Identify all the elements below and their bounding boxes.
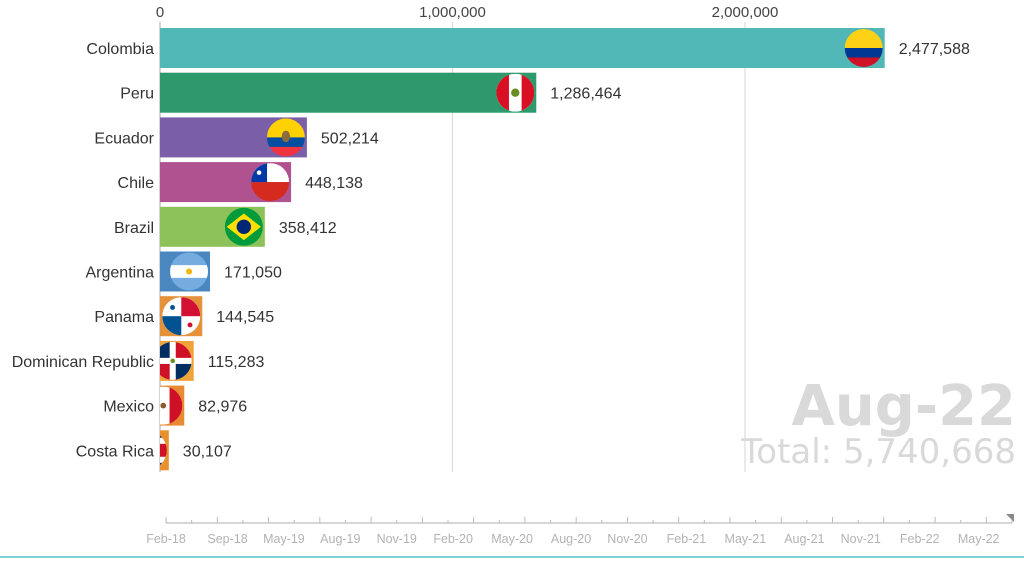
flag-wrap	[251, 163, 290, 202]
bar-row-argentina: Argentina 171,050	[86, 251, 282, 292]
brazil-flag	[224, 207, 263, 246]
dominican-republic-flag	[160, 341, 192, 380]
value-label: 171,050	[224, 265, 282, 282]
timeline-label: Feb-22	[900, 532, 940, 546]
flag-wrap	[170, 252, 209, 291]
x-tick-label: 2,000,000	[712, 4, 779, 21]
x-tick-label: 1,000,000	[419, 4, 486, 21]
panama-flag	[162, 297, 201, 336]
bar-row-dominican-republic: Dominican Republic 115,283	[12, 340, 265, 381]
value-label: 30,107	[183, 443, 232, 460]
timeline-label: Nov-19	[377, 532, 417, 546]
timeline-label: Feb-18	[146, 532, 186, 546]
bar	[160, 28, 885, 68]
category-label: Argentina	[86, 265, 155, 282]
category-label: Brazil	[114, 220, 154, 237]
mexico-flag	[160, 386, 183, 425]
bar-row-colombia: Colombia 2,477,588	[86, 28, 970, 68]
argentina-flag	[170, 252, 209, 291]
timeline-label: May-19	[263, 532, 305, 546]
category-label: Costa Rica	[76, 443, 154, 460]
category-label: Colombia	[86, 41, 154, 58]
bar-row-peru: Peru 1,286,464	[120, 72, 622, 113]
bar-row-panama: Panama 144,545	[94, 296, 274, 337]
category-label: Mexico	[103, 399, 154, 416]
ecuador-flag	[266, 118, 305, 157]
category-label: Peru	[120, 86, 154, 103]
value-label: 115,283	[208, 354, 265, 371]
value-label: 144,545	[216, 309, 274, 326]
current-date-label: Aug-22	[791, 374, 1016, 439]
bar	[160, 72, 537, 113]
bottom-divider	[0, 556, 1024, 558]
timeline[interactable]: Feb-18 Sep-18 May-19 Aug-19 Nov-19 Feb-20 May-…	[146, 514, 1014, 546]
value-label: 2,477,588	[899, 41, 970, 58]
flag-wrap	[160, 341, 192, 380]
value-label: 358,412	[279, 220, 337, 237]
colombia-flag	[844, 29, 883, 67]
flag-wrap	[844, 29, 883, 67]
flag-wrap	[266, 118, 305, 157]
timeline-handle[interactable]	[1006, 514, 1014, 522]
flag-wrap	[496, 73, 535, 112]
timeline-label: May-21	[725, 532, 767, 546]
timeline-label: May-22	[958, 532, 1000, 546]
value-label: 82,976	[198, 399, 247, 416]
timeline-label: Feb-21	[667, 532, 707, 546]
flag-wrap	[162, 297, 201, 336]
value-label: 502,214	[321, 130, 379, 147]
bar-row-chile: Chile 448,138	[118, 162, 363, 203]
bar-row-mexico: Mexico 82,976	[103, 385, 247, 426]
timeline-label: Aug-19	[320, 532, 360, 546]
chile-flag	[251, 163, 290, 202]
category-label: Ecuador	[94, 130, 154, 147]
category-label: Dominican Republic	[12, 354, 154, 371]
timeline-label: Nov-20	[607, 532, 647, 546]
flag-wrap	[224, 207, 263, 246]
x-tick-label: 0	[156, 4, 164, 21]
flag-wrap	[160, 386, 183, 425]
timeline-label: Aug-21	[784, 532, 824, 546]
timeline-label: May-20	[491, 532, 533, 546]
peru-flag	[496, 73, 535, 112]
value-label: 448,138	[305, 175, 363, 192]
bar-row-costa-rica: Costa Rica 30,107	[76, 430, 232, 471]
category-label: Chile	[118, 175, 155, 192]
value-label: 1,286,464	[550, 86, 621, 103]
category-label: Panama	[94, 309, 154, 326]
timeline-label: Feb-20	[433, 532, 473, 546]
timeline-label: Sep-18	[207, 532, 247, 546]
timeline-label: Nov-21	[841, 532, 881, 546]
timeline-label: Aug-20	[551, 532, 591, 546]
bar-row-brazil: Brazil 358,412	[114, 206, 337, 247]
total-label: Total: 5,740,668	[741, 432, 1016, 472]
bar-row-ecuador: Ecuador 502,214	[94, 117, 379, 158]
